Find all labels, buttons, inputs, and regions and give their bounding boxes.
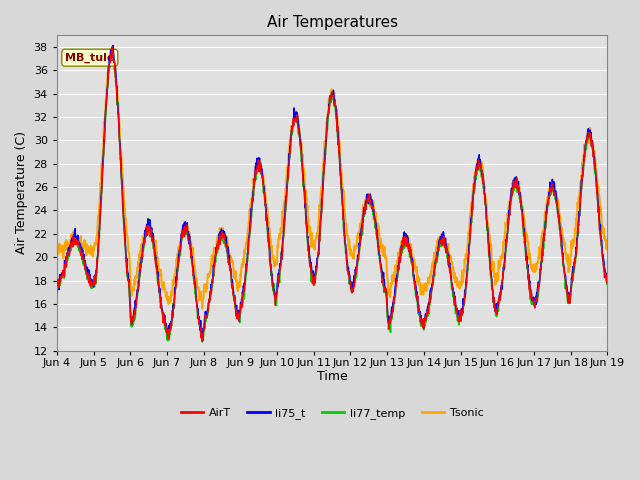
Text: MB_tule: MB_tule [65, 52, 115, 63]
X-axis label: Time: Time [317, 371, 348, 384]
Legend: AirT, li75_t, li77_temp, Tsonic: AirT, li75_t, li77_temp, Tsonic [177, 404, 488, 423]
Title: Air Temperatures: Air Temperatures [267, 15, 397, 30]
Y-axis label: Air Temperature (C): Air Temperature (C) [15, 132, 28, 254]
